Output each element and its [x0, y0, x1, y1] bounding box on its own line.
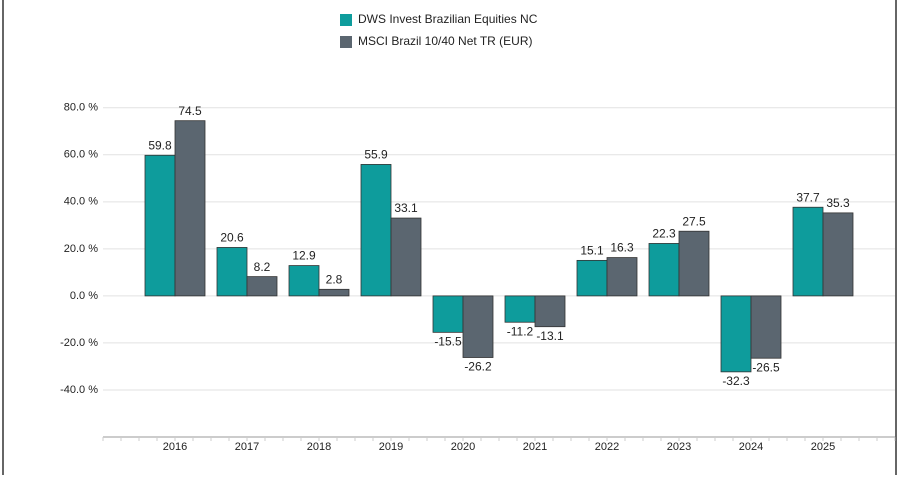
bar: [648, 243, 680, 297]
bar: [720, 295, 752, 373]
bar: [318, 288, 350, 297]
bar: [246, 276, 278, 297]
bar: [792, 206, 824, 297]
value-label: -11.2: [507, 324, 534, 338]
bar: [576, 259, 608, 297]
bar: [462, 295, 494, 358]
legend-swatch: [340, 36, 352, 48]
bar: [432, 295, 464, 333]
x-tick-label: 2016: [163, 441, 187, 453]
x-tick-label: 2018: [307, 441, 331, 453]
x-tick-label: 2024: [739, 441, 763, 453]
value-label: 22.3: [652, 227, 676, 241]
value-label: 59.8: [148, 138, 172, 152]
y-tick-label: -40.0 %: [60, 384, 98, 396]
value-label: 12.9: [292, 249, 316, 263]
value-label: 33.1: [394, 201, 418, 215]
value-label: 15.1: [580, 244, 604, 258]
x-tick-label: 2017: [235, 441, 259, 453]
x-tick-label: 2020: [451, 441, 475, 453]
legend-label: MSCI Brazil 10/40 Net TR (EUR): [358, 34, 533, 48]
value-label: 27.5: [682, 214, 706, 228]
bar: [678, 230, 710, 297]
bar: [534, 295, 566, 328]
x-tick-label: 2021: [523, 441, 547, 453]
bar: [750, 295, 782, 359]
value-label: -26.5: [752, 360, 780, 374]
bar: [360, 164, 392, 297]
bar: [174, 120, 206, 297]
bar: [504, 295, 536, 323]
value-label: 8.2: [254, 260, 271, 274]
legend-label: DWS Invest Brazilian Equities NC: [358, 12, 538, 26]
value-label: -26.2: [464, 360, 492, 374]
value-label: 37.7: [796, 190, 820, 204]
value-label: 2.8: [326, 272, 343, 286]
bar: [216, 247, 248, 297]
value-label: -15.5: [434, 335, 462, 349]
bar: [390, 217, 422, 297]
bar: [822, 212, 854, 297]
y-tick-label: -20.0 %: [60, 337, 98, 349]
value-label: 74.5: [178, 104, 202, 118]
value-label: 55.9: [364, 148, 388, 162]
x-tick-label: 2022: [595, 441, 619, 453]
value-label: 16.3: [610, 241, 634, 255]
y-tick-label: 80.0 %: [64, 102, 98, 114]
x-tick-label: 2025: [811, 441, 835, 453]
value-label: 35.3: [826, 196, 850, 210]
bar: [144, 154, 176, 297]
x-tick-label: 2019: [379, 441, 403, 453]
legend-swatch: [340, 14, 352, 26]
value-label: -13.1: [536, 329, 564, 343]
y-tick-label: 20.0 %: [64, 243, 98, 255]
bar: [288, 265, 320, 297]
y-tick-label: 40.0 %: [64, 196, 98, 208]
bar: [606, 257, 638, 297]
y-tick-label: 60.0 %: [64, 149, 98, 161]
y-tick-label: 0.0 %: [70, 290, 98, 302]
x-tick-label: 2023: [667, 441, 691, 453]
value-label: 20.6: [220, 231, 244, 245]
value-label: -32.3: [722, 374, 750, 388]
